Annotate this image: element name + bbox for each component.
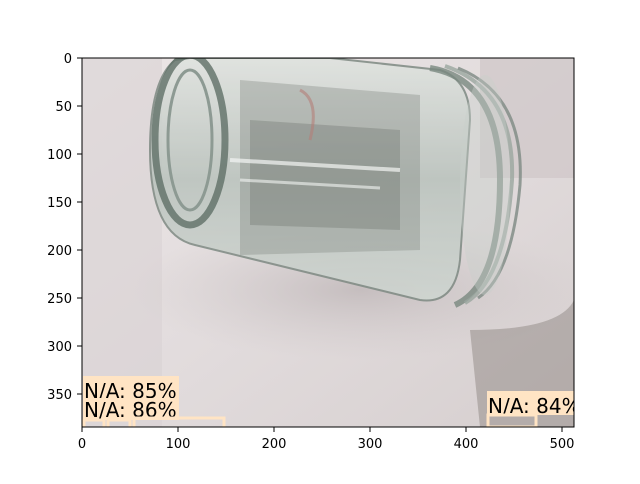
- detection-box-d: [486, 413, 538, 427]
- detection-label-bg-2: [83, 398, 179, 420]
- y-tick-label: 50: [55, 100, 72, 115]
- detection-label-bg-1: [83, 376, 179, 400]
- y-tick-label: 200: [47, 244, 72, 259]
- photo: N/A: 85% N/A: 86% N/A: 84%: [82, 58, 574, 427]
- detection-box-a: [82, 418, 106, 427]
- x-tick-label: 0: [78, 437, 86, 452]
- detection-box-b: [106, 418, 132, 427]
- y-tick-label: 300: [47, 340, 72, 355]
- y-axis: 0 50 100 150 200 250 300 350: [47, 52, 82, 403]
- x-tick-label: 300: [358, 437, 383, 452]
- y-tick-label: 0: [64, 52, 72, 67]
- y-tick-label: 150: [47, 196, 72, 211]
- x-tick-label: 200: [262, 437, 287, 452]
- x-tick-label: 100: [166, 437, 191, 452]
- detection-overlays: N/A: 85% N/A: 86% N/A: 84%: [82, 376, 574, 427]
- x-axis: 0 100 200 300 400 500: [78, 427, 575, 452]
- detection-label-bg-3: [487, 391, 574, 415]
- right-shade: [480, 58, 574, 178]
- x-tick-label: 400: [454, 437, 479, 452]
- detection-box-c: [132, 416, 226, 427]
- left-shade: [82, 58, 162, 427]
- x-tick-label: 500: [550, 437, 575, 452]
- glass-jar: [148, 58, 522, 308]
- y-tick-label: 100: [47, 148, 72, 163]
- y-tick-label: 250: [47, 292, 72, 307]
- y-tick-label: 350: [47, 388, 72, 403]
- axes-frame: [81, 57, 575, 428]
